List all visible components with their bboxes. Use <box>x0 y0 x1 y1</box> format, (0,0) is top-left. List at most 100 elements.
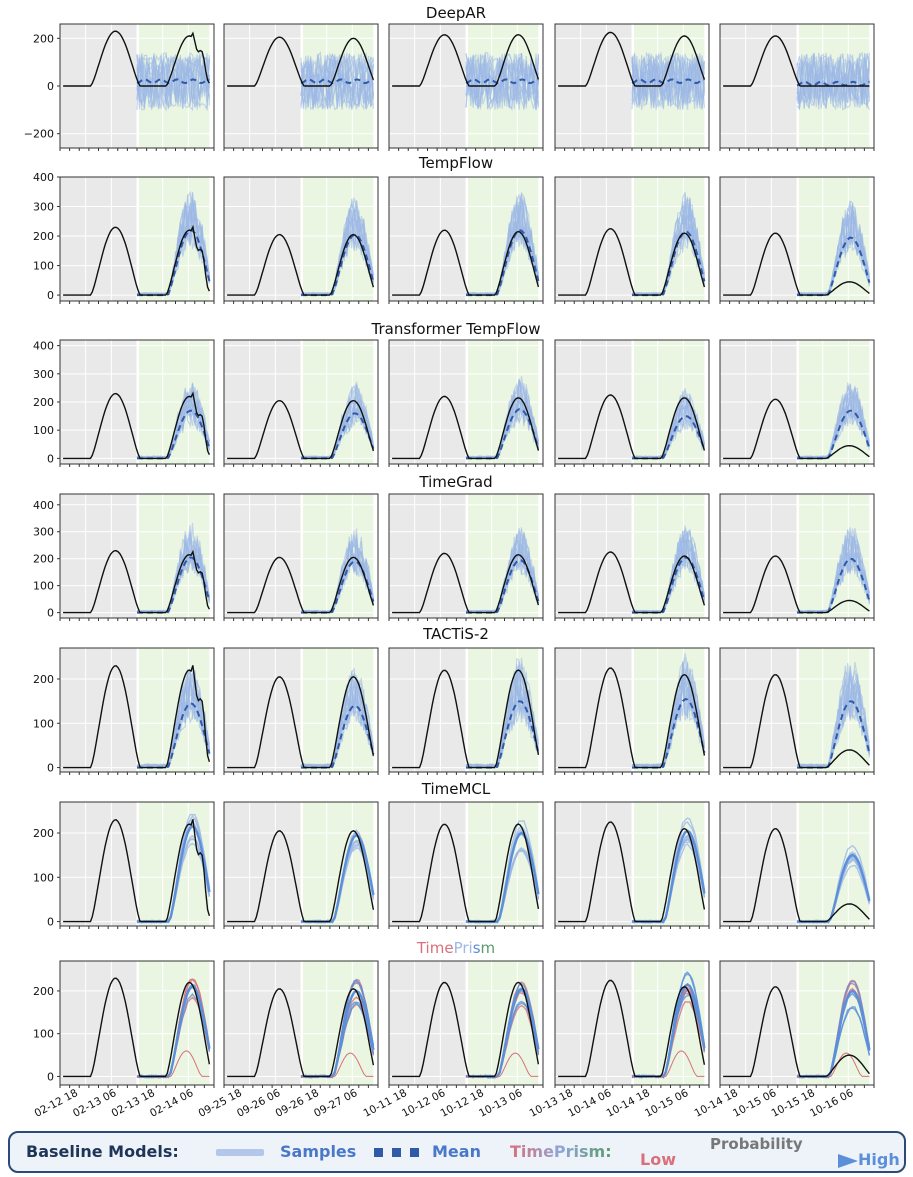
mean-path <box>796 80 870 87</box>
y-tick-label: 0 <box>47 452 54 465</box>
forecast-region <box>139 961 210 1085</box>
y-tick-label: 100 <box>33 580 54 593</box>
y-tick-label: 200 <box>33 673 54 686</box>
legend-high-label: High <box>858 1150 900 1169</box>
y-tick-label: 300 <box>33 526 54 539</box>
context-region <box>555 177 632 301</box>
y-tick-label: 300 <box>33 201 54 214</box>
forecast-region <box>468 961 539 1085</box>
y-tick-label: 200 <box>33 230 54 243</box>
y-tick-label: 100 <box>33 260 54 273</box>
sample-path <box>300 385 374 459</box>
x-tick-label: 10-15 06 <box>643 1087 691 1120</box>
chart-panel <box>388 801 544 929</box>
x-tick-label: 02-12 18 <box>33 1087 80 1120</box>
y-tick-label: −200 <box>24 128 54 141</box>
context-region <box>555 961 632 1085</box>
chart-panel: 0 100 200 300 400 <box>33 171 215 304</box>
ground-truth-path <box>392 395 540 460</box>
legend: Baseline Models: Samples Mean TimePrism:… <box>8 1131 906 1173</box>
ground-truth-path <box>392 552 540 614</box>
figure-grid: DeepAR −200 0 200 TempFlow 0 100 200 300 400 Trans… <box>24 4 875 1120</box>
ground-truth-path <box>392 33 540 87</box>
sample-path <box>300 670 374 769</box>
y-tick-label: 100 <box>33 871 54 884</box>
legend-low-label: Low <box>640 1150 676 1169</box>
context-region <box>60 494 137 618</box>
probability-arrow <box>688 1154 858 1168</box>
chart-panel: 0 100 200 <box>33 801 215 929</box>
context-region <box>555 802 632 926</box>
mean-path <box>465 78 539 85</box>
ground-truth-path <box>63 819 211 923</box>
forecast-region <box>634 961 705 1085</box>
ground-truth-path <box>723 555 870 614</box>
sample-path <box>465 379 539 459</box>
forecast-region <box>799 961 870 1085</box>
x-tick-label: 10-12 18 <box>439 1087 486 1120</box>
ground-truth-path <box>227 399 375 460</box>
sample-path <box>136 208 210 296</box>
chart-panel <box>719 339 875 467</box>
context-region <box>60 802 137 926</box>
forecast-region <box>634 802 705 926</box>
context-region <box>389 961 466 1085</box>
ground-truth-path <box>558 551 706 614</box>
ground-truth-path <box>723 398 870 460</box>
panel-row-title: Transformer TempFlow <box>371 320 541 338</box>
ground-truth-path <box>558 979 706 1078</box>
chart-panel <box>719 647 875 775</box>
x-tick-label: 10-11 18 <box>362 1087 409 1120</box>
context-region <box>720 494 797 618</box>
sample-path <box>300 53 374 111</box>
legend-probability-label: Probability <box>710 1135 803 1153</box>
chart-panel: −200 0 200 <box>24 23 215 151</box>
chart-panel <box>719 801 875 929</box>
y-tick-label: 0 <box>47 607 54 620</box>
x-tick-label: 10-14 18 <box>693 1087 740 1120</box>
ground-truth-path <box>392 669 540 769</box>
sample-path <box>300 54 374 111</box>
context-region <box>720 648 797 772</box>
sample-path <box>631 653 705 769</box>
ground-truth-path <box>392 823 540 923</box>
sample-path <box>465 53 539 112</box>
ground-truth-path <box>723 827 870 923</box>
sample-path <box>631 674 705 768</box>
sample-path <box>631 53 705 108</box>
panel-row-title: TimeMCL <box>421 780 491 798</box>
ground-truth-path <box>558 31 706 87</box>
sample-path <box>631 531 705 614</box>
chart-panel <box>223 176 379 304</box>
sample-path <box>136 534 210 614</box>
mean-path <box>631 78 705 85</box>
y-tick-label: 0 <box>47 762 54 775</box>
context-region <box>720 961 797 1085</box>
context-region <box>60 961 137 1085</box>
sample-path <box>465 674 539 769</box>
chart-panel: 0 100 200 300 400 <box>33 339 215 467</box>
ground-truth-path <box>63 665 211 769</box>
panel-row-title: DeepAR <box>426 4 486 22</box>
sample-path <box>796 692 870 768</box>
ground-truth-path <box>63 391 211 460</box>
ground-truth-path <box>63 549 211 614</box>
ground-truth-path <box>558 667 706 769</box>
panel-row-title: TACTiS-2 <box>422 625 489 643</box>
context-region <box>555 494 632 618</box>
legend-mean-swatch <box>374 1147 422 1157</box>
x-tick-label: 10-16 06 <box>808 1087 856 1120</box>
legend-baseline-label: Baseline Models: <box>26 1142 179 1161</box>
x-tick-label: 09-26 18 <box>274 1087 321 1120</box>
chart-panel: 0 100 200 <box>33 647 215 775</box>
sample-path <box>300 55 374 108</box>
y-tick-label: 300 <box>33 368 54 381</box>
y-tick-label: 100 <box>33 424 54 437</box>
context-region <box>389 802 466 926</box>
chart-panel <box>554 23 710 151</box>
y-tick-label: 200 <box>33 553 54 566</box>
mean-path <box>300 78 374 85</box>
chart-panel <box>223 493 379 621</box>
